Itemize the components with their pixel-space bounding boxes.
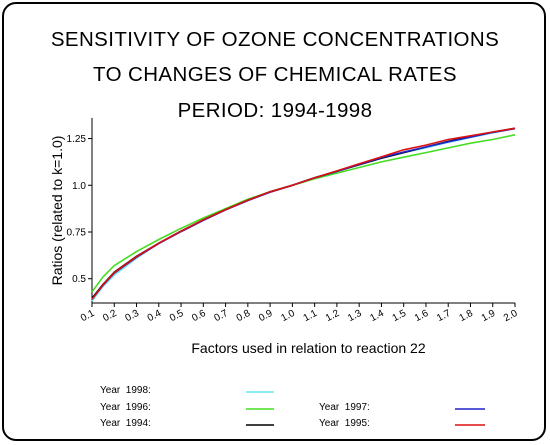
y-tick-label: 1.0 [72, 181, 86, 192]
y-axis-label: Ratios (related to k=1.0) [49, 136, 65, 286]
series-line-3 [91, 127, 516, 300]
x-tick-label: 1.3 [346, 308, 364, 324]
x-tick-label: 1.7 [435, 308, 453, 324]
series-line-0 [91, 127, 516, 302]
series-line-1 [91, 134, 516, 293]
chart-axes [91, 118, 515, 304]
legend-label-1: Year 1996: [100, 402, 151, 413]
legend-label-0: Year 1998: [100, 385, 151, 396]
y-tick-label: 1.25 [67, 134, 87, 145]
x-tick-label: 0.8 [235, 308, 253, 324]
x-tick-label: 0.3 [123, 308, 141, 324]
x-tick-label: 1.1 [302, 308, 320, 324]
y-tick-label: 0.75 [67, 227, 87, 238]
x-tick-label: 2.0 [502, 308, 520, 324]
x-tick-label: 0.4 [146, 308, 164, 324]
legend: Year 1998: Year 1996: Year 1994: Year 1997:… [100, 385, 485, 429]
chart-ticks: 0.1 0.2 0.3 0.4 0.5 0.6 0.7 0.8 0.9 1.0 1.1 1.2 1.3 1… [67, 134, 520, 324]
chart-series-lines [91, 127, 516, 302]
x-tick-label: 0.2 [101, 308, 119, 324]
legend-label-4: Year 1995: [319, 418, 370, 429]
x-tick-label: 0.9 [257, 308, 275, 324]
series-line-4 [91, 127, 516, 300]
x-tick-label: 1.9 [480, 308, 498, 324]
chart-title-line-1: SENSITIVITY OF OZONE CONCENTRATIONS [50, 28, 500, 51]
legend-label-3: Year 1997: [319, 402, 370, 413]
x-tick-label: 1.6 [413, 308, 431, 324]
chart-title-line-2: TO CHANGES OF CHEMICAL RATES [93, 63, 457, 86]
y-tick-label: 0.5 [72, 274, 86, 285]
chart-frame [2, 2, 546, 441]
x-tick-label: 1.4 [368, 308, 386, 324]
series-line-2 [91, 127, 516, 299]
x-tick-label: 1.2 [324, 308, 342, 324]
legend-label-2: Year 1994: [100, 418, 151, 429]
x-tick-label: 0.5 [168, 308, 186, 324]
x-tick-label: 0.6 [190, 308, 208, 324]
x-tick-label: 0.7 [213, 308, 231, 324]
x-tick-label: 1.0 [279, 308, 297, 324]
x-tick-label: 1.8 [457, 308, 475, 324]
x-tick-label: 1.5 [391, 308, 409, 324]
chart-title-line-3: PERIOD: 1994-1998 [177, 99, 373, 122]
x-axis-label: Factors used in relation to reaction 22 [191, 340, 425, 356]
x-tick-label: 0.1 [79, 308, 97, 324]
